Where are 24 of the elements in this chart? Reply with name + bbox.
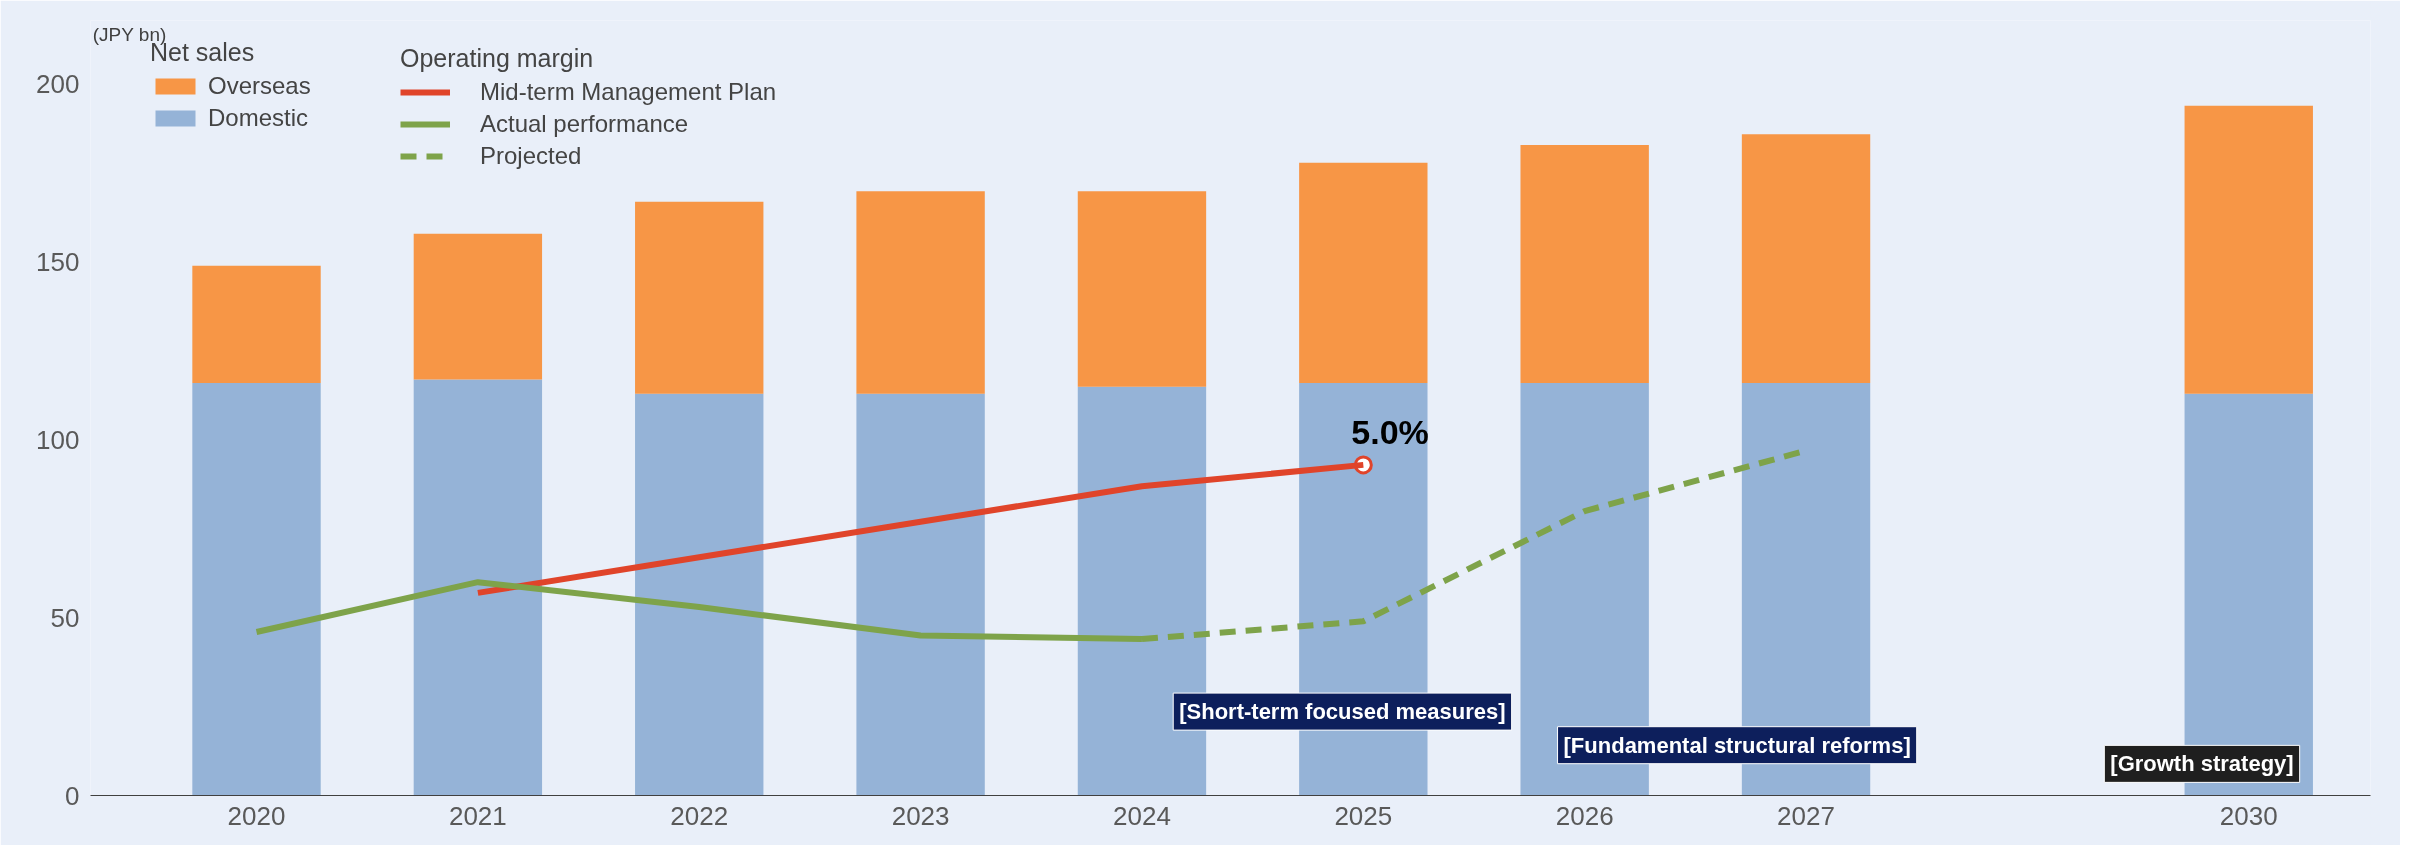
x-tick-label: 2025	[1334, 800, 1393, 831]
legend-label: Domestic	[208, 104, 309, 132]
legend-label: Projected	[480, 142, 582, 170]
x-tick-label: 2024	[1113, 800, 1171, 831]
text: Operating margin	[400, 44, 594, 72]
x-tick-label: 2026	[1555, 800, 1614, 831]
annotation: [Fundamental structural reforms]	[1563, 732, 1911, 758]
y-tick-label: 200	[36, 69, 80, 100]
x-tick-label: 2027	[1777, 800, 1835, 831]
legend-label: Actual performance	[480, 110, 689, 138]
x-tick-label: 2022	[670, 800, 729, 831]
x-tick-label: 2030	[2219, 800, 2278, 831]
legend-label: Overseas	[208, 72, 311, 100]
annotation: [Short-term focused measures]	[1179, 699, 1506, 725]
x-tick-label: 2021	[448, 800, 507, 831]
legend-label: Mid-term Management Plan	[480, 78, 777, 106]
y-tick-label: 150	[36, 247, 80, 278]
annotation: [Growth strategy]	[2110, 751, 2294, 777]
y-tick-label: 0	[65, 780, 80, 811]
y-tick-label: 50	[50, 602, 80, 633]
y-tick-label: 100	[36, 425, 80, 455]
x-tick-label: 2020	[227, 800, 286, 831]
annotation: 5.0%	[1351, 412, 1429, 451]
x-tick-label: 2023	[891, 800, 950, 831]
